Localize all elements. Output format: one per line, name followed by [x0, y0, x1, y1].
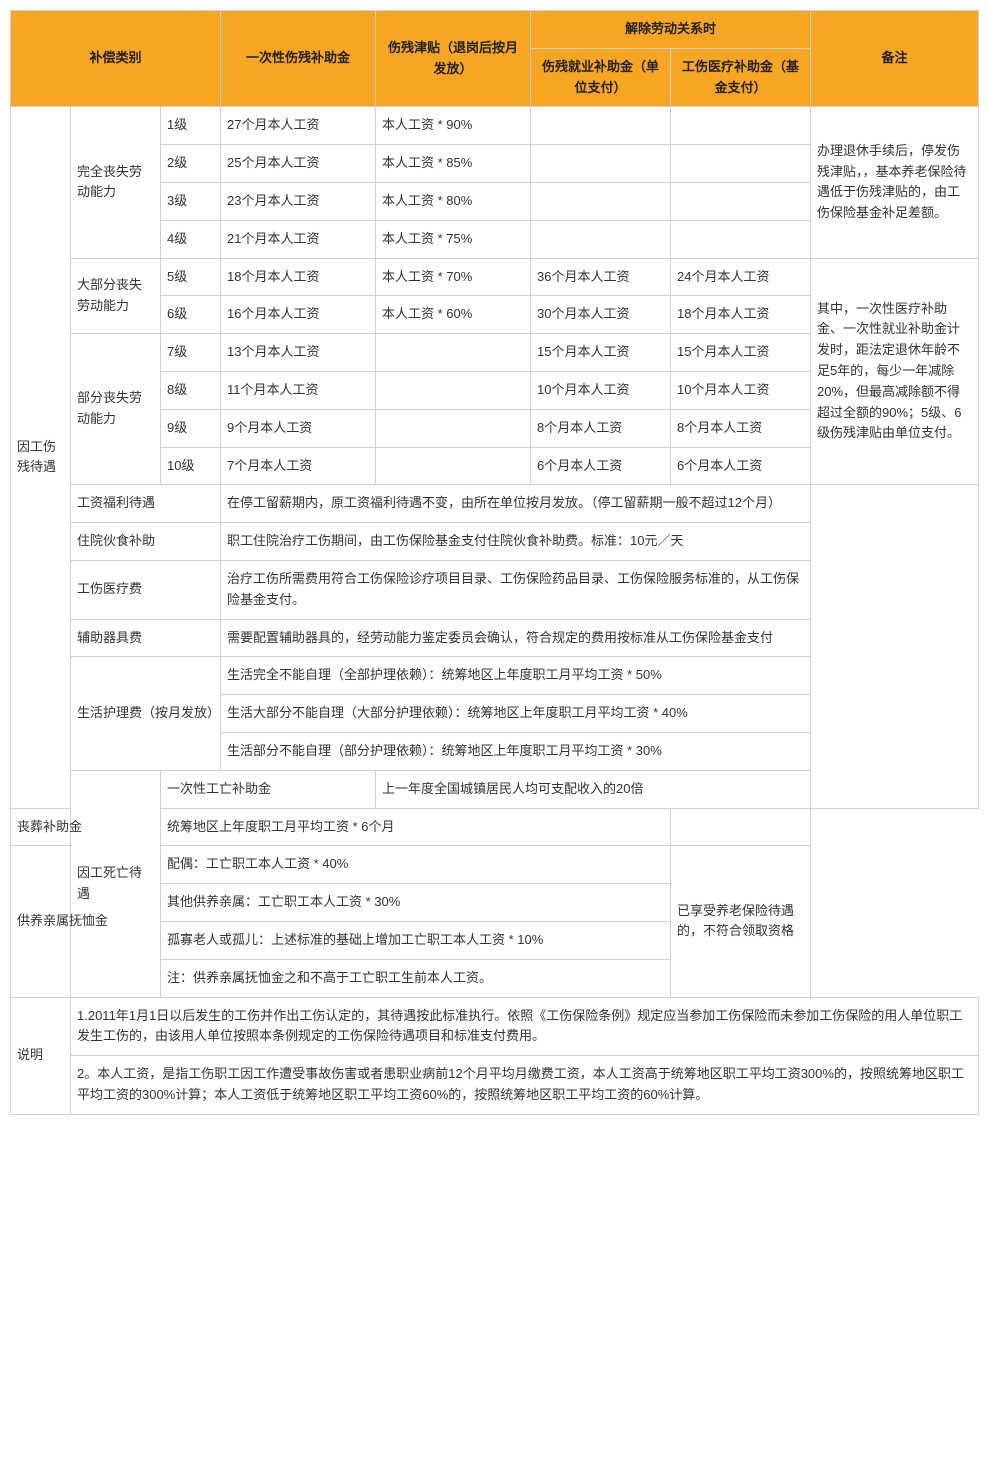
medical-fee-label: 工伤医疗费	[71, 560, 221, 619]
level-10-lump: 7个月本人工资	[221, 447, 376, 485]
level-6-lump: 16个月本人工资	[221, 296, 376, 334]
death-lumpsum-text: 上一年度全国城镇居民人均可支配收入的20倍	[376, 770, 979, 808]
level-9-lump: 9个月本人工资	[221, 409, 376, 447]
death-lumpsum-label: 一次性工亡补助金	[161, 770, 376, 808]
header-lumpsum: 一次性伤残补助金	[221, 11, 376, 107]
level-10-allow	[376, 447, 531, 485]
level-9: 9级	[161, 409, 221, 447]
level-4-allow: 本人工资 * 75%	[376, 220, 531, 258]
level-1-allow: 本人工资 * 90%	[376, 107, 531, 145]
funeral-label: 丧葬补助金	[11, 808, 161, 846]
level-2-emp	[531, 145, 671, 183]
level-7-emp: 15个月本人工资	[531, 334, 671, 372]
hospital-meal-text: 职工住院治疗工伤期间，由工伤保险基金支付住院伙食补助费。标准：10元／天	[221, 523, 811, 561]
remark-5-10: 其中，一次性医疗补助金、一次性就业补助金计发时，距法定退休年龄不足5年的，每少一…	[811, 258, 979, 485]
explanation-text1: 1.2011年1月1日以后发生的工伤并作出工伤认定的，其待遇按此标准执行。依照《…	[71, 997, 979, 1056]
level-8-emp: 10个月本人工资	[531, 371, 671, 409]
level-8-lump: 11个月本人工资	[221, 371, 376, 409]
remark-1-4: 办理退休手续后，停发伤残津贴，，基本养老保险待遇低于伤残津贴的，由工伤保险基金补…	[811, 107, 979, 258]
level-4-med	[671, 220, 811, 258]
header-remark: 备注	[811, 11, 979, 107]
level-6-allow: 本人工资 * 60%	[376, 296, 531, 334]
assist-device-label: 辅助器具费	[71, 619, 221, 657]
explanation-label: 说明	[11, 997, 71, 1114]
level-7-lump: 13个月本人工资	[221, 334, 376, 372]
disability-main-label: 因工伤残待遇	[11, 107, 71, 808]
level-3-lump: 23个月本人工资	[221, 182, 376, 220]
level-3: 3级	[161, 182, 221, 220]
care-partial: 生活部分不能自理（部分护理依赖）：统筹地区上年度职工月平均工资 * 30%	[221, 732, 811, 770]
level-7: 7级	[161, 334, 221, 372]
level-3-emp	[531, 182, 671, 220]
level-8-med: 10个月本人工资	[671, 371, 811, 409]
wage-benefit-text: 在停工留薪期内，原工资福利待遇不变，由所在单位按月发放。（停工留薪期一般不超过1…	[221, 485, 811, 523]
level-4-emp	[531, 220, 671, 258]
level-10-emp: 6个月本人工资	[531, 447, 671, 485]
dependent-note: 注：供养亲属抚恤金之和不高于工亡职工生前本人工资。	[161, 959, 671, 997]
partial-loss-label: 部分丧失劳动能力	[71, 334, 161, 485]
level-6-med: 18个月本人工资	[671, 296, 811, 334]
level-9-med: 8个月本人工资	[671, 409, 811, 447]
assist-device-text: 需要配置辅助器具的，经劳动能力鉴定委员会确认，符合规定的费用按标准从工伤保险基金…	[221, 619, 811, 657]
level-7-med: 15个月本人工资	[671, 334, 811, 372]
wage-benefit-label: 工资福利待遇	[71, 485, 221, 523]
empty-remark-1	[811, 485, 979, 808]
level-5-allow: 本人工资 * 70%	[376, 258, 531, 296]
level-2: 2级	[161, 145, 221, 183]
level-10-med: 6个月本人工资	[671, 447, 811, 485]
level-6-emp: 30个月本人工资	[531, 296, 671, 334]
care-fee-label: 生活护理费（按月发放）	[71, 657, 221, 770]
level-1-lump: 27个月本人工资	[221, 107, 376, 145]
care-full: 生活完全不能自理（全部护理依赖）：统筹地区上年度职工月平均工资 * 50%	[221, 657, 811, 695]
spouse: 配偶：工亡职工本人工资 * 40%	[161, 846, 671, 884]
level-7-allow	[376, 334, 531, 372]
level-1: 1级	[161, 107, 221, 145]
other-dependent: 其他供养亲属：工亡职工本人工资 * 30%	[161, 884, 671, 922]
level-2-med	[671, 145, 811, 183]
header-medical-subsidy: 工伤医疗补助金（基金支付）	[671, 48, 811, 107]
level-2-lump: 25个月本人工资	[221, 145, 376, 183]
level-5-lump: 18个月本人工资	[221, 258, 376, 296]
header-allowance: 伤残津贴（退岗后按月发放）	[376, 11, 531, 107]
level-8-allow	[376, 371, 531, 409]
header-employment-subsidy: 伤残就业补助金（单位支付）	[531, 48, 671, 107]
level-4: 4级	[161, 220, 221, 258]
header-category: 补偿类别	[11, 11, 221, 107]
funeral-text: 统筹地区上年度职工月平均工资 * 6个月	[161, 808, 671, 846]
orphan: 孤寡老人或孤儿：上述标准的基础上增加工亡职工本人工资 * 10%	[161, 921, 671, 959]
level-1-med	[671, 107, 811, 145]
level-2-allow: 本人工资 * 85%	[376, 145, 531, 183]
level-3-allow: 本人工资 * 80%	[376, 182, 531, 220]
explanation-text2: 2。本人工资，是指工伤职工因工作遭受事故伤害或者患职业病前12个月平均月缴费工资…	[71, 1056, 979, 1115]
empty-remark-2	[671, 808, 811, 846]
hospital-meal-label: 住院伙食补助	[71, 523, 221, 561]
level-4-lump: 21个月本人工资	[221, 220, 376, 258]
level-8: 8级	[161, 371, 221, 409]
level-9-emp: 8个月本人工资	[531, 409, 671, 447]
header-termination: 解除劳动关系时	[531, 11, 811, 49]
most-loss-label: 大部分丧失劳动能力	[71, 258, 161, 334]
level-5-emp: 36个月本人工资	[531, 258, 671, 296]
compensation-table: 补偿类别 一次性伤残补助金 伤残津贴（退岗后按月发放） 解除劳动关系时 备注 伤…	[10, 10, 979, 1115]
care-most: 生活大部分不能自理（大部分护理依赖）：统筹地区上年度职工月平均工资 * 40%	[221, 695, 811, 733]
level-1-emp	[531, 107, 671, 145]
level-5: 5级	[161, 258, 221, 296]
medical-fee-text: 治疗工伤所需费用符合工伤保险诊疗项目目录、工伤保险药品目录、工伤保险服务标准的，…	[221, 560, 811, 619]
full-loss-label: 完全丧失劳动能力	[71, 107, 161, 258]
level-9-allow	[376, 409, 531, 447]
level-5-med: 24个月本人工资	[671, 258, 811, 296]
level-3-med	[671, 182, 811, 220]
level-6: 6级	[161, 296, 221, 334]
level-10: 10级	[161, 447, 221, 485]
death-remark: 已享受养老保险待遇的，不符合领取资格	[671, 846, 811, 997]
